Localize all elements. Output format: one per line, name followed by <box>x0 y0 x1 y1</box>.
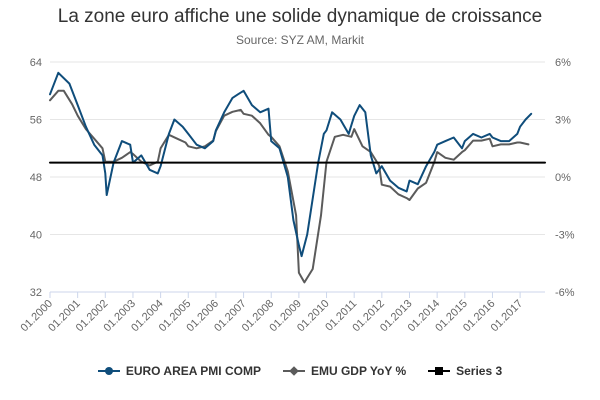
legend-item-series3[interactable]: Series 3 <box>428 364 502 378</box>
legend-label-pmi: EURO AREA PMI COMP <box>125 364 261 378</box>
legend-swatch-gdp <box>282 366 305 376</box>
y-left-tick-label: 56 <box>30 115 42 127</box>
legend-item-pmi[interactable]: EURO AREA PMI COMP <box>97 364 261 378</box>
legend-swatch-series3 <box>428 366 451 376</box>
y-left-tick-label: 64 <box>30 57 42 69</box>
series-line-pmi <box>49 71 533 258</box>
y-left-tick-label: 32 <box>30 287 42 299</box>
y-right-tick-label: 0% <box>555 172 571 184</box>
legend-label-series3: Series 3 <box>456 364 503 378</box>
legend-swatch-pmi <box>97 366 120 376</box>
y-right-tick-label: -3% <box>555 230 575 242</box>
chart-title: La zone euro affiche une solide dynamiqu… <box>57 6 543 27</box>
legend-label-gdp: EMU GDP YoY % <box>310 364 407 378</box>
y-left-tick-label: 40 <box>30 230 42 242</box>
y-right-tick-label: 6% <box>555 57 571 69</box>
y-right-tick-label: -6% <box>555 287 575 299</box>
chart-legend: EURO AREA PMI COMP EMU GDP YoY % Series … <box>0 364 600 378</box>
legend-item-gdp[interactable]: EMU GDP YoY % <box>282 364 407 378</box>
y-left-tick-label: 48 <box>30 172 42 184</box>
y-right-tick-label: 3% <box>555 115 571 127</box>
chart-subtitle: Source: SYZ AM, Markit <box>235 33 365 47</box>
